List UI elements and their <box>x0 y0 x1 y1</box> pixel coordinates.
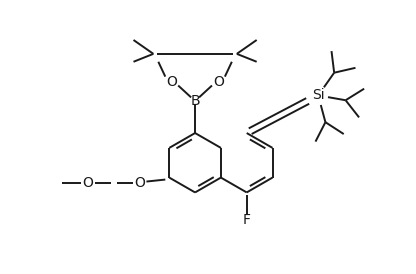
Text: B: B <box>190 94 200 108</box>
Text: O: O <box>166 75 177 89</box>
Text: O: O <box>134 176 145 190</box>
Text: O: O <box>82 176 93 190</box>
Text: F: F <box>243 213 251 227</box>
Text: O: O <box>213 75 224 89</box>
Text: Si: Si <box>312 89 324 102</box>
